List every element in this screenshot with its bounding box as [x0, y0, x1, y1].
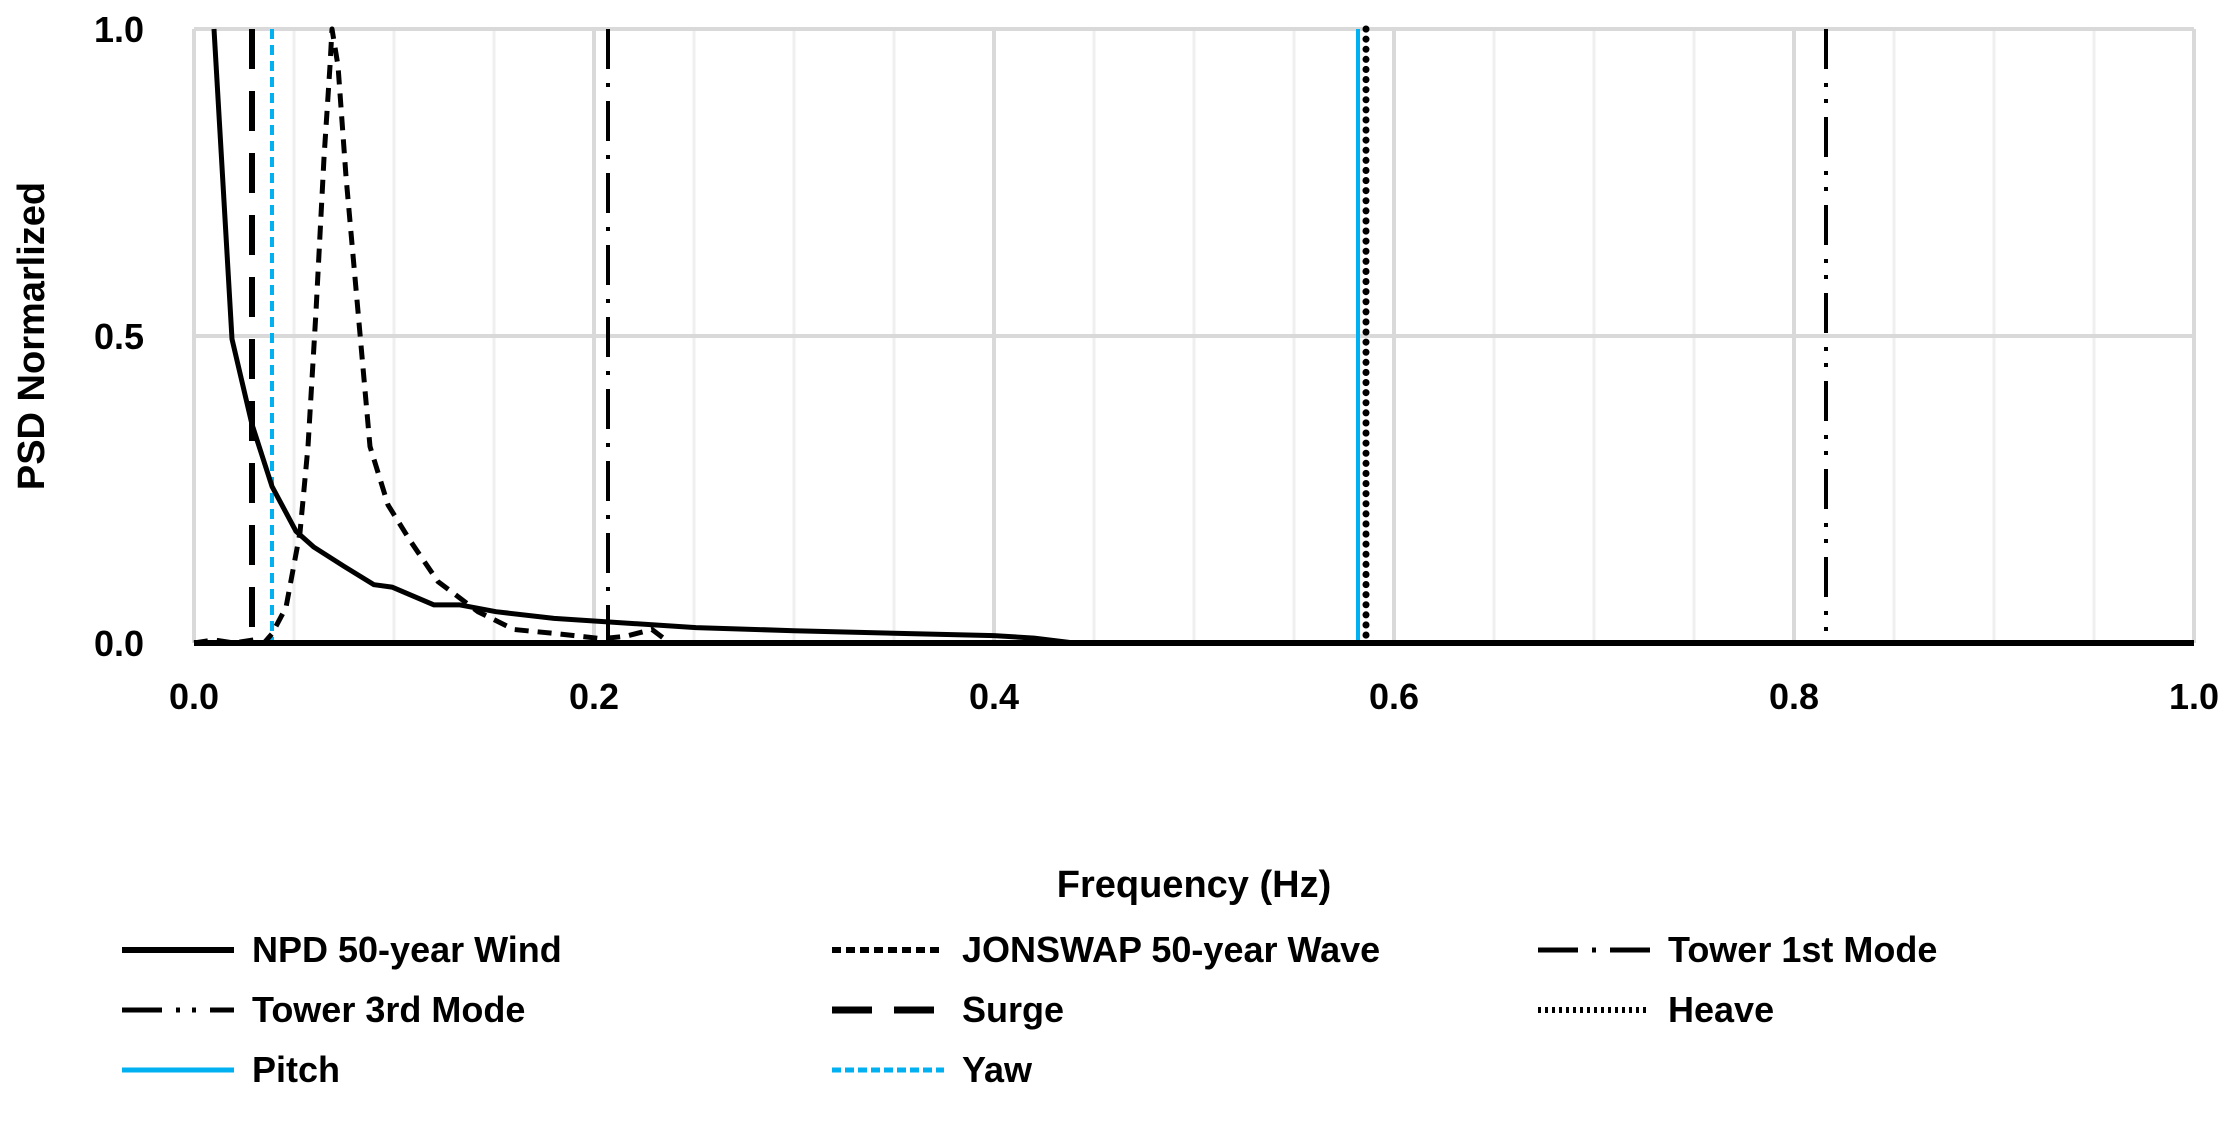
legend-item: Tower 1st Mode [1538, 929, 1937, 970]
legend-label: Tower 1st Mode [1668, 929, 1937, 970]
legend-item: Heave [1538, 989, 1774, 1030]
legend-label: Pitch [252, 1049, 340, 1090]
grid [192, 27, 2196, 643]
legend-item: Surge [832, 989, 1064, 1030]
y-tick-labels: 0.0 0.5 1.0 [94, 9, 144, 664]
x-tick-labels: 0.0 0.2 0.4 0.6 0.8 1.0 [169, 676, 2219, 717]
x-tick-label: 0.0 [169, 676, 219, 717]
x-tick-label: 1.0 [2169, 676, 2219, 717]
legend-item: Yaw [832, 1049, 1033, 1090]
x-tick-label: 0.8 [1769, 676, 1819, 717]
legend-label: NPD 50-year Wind [252, 929, 562, 970]
x-axis-title: Frequency (Hz) [1057, 864, 1331, 906]
series-jonswap-50-year-wave [193, 26, 2194, 646]
y-tick-label: 0.5 [94, 316, 144, 357]
x-tick-label: 0.6 [1369, 676, 1419, 717]
legend-item: Pitch [122, 1049, 340, 1090]
x-tick-label: 0.4 [969, 676, 1019, 717]
y-tick-label: 1.0 [94, 9, 144, 50]
x-tick-label: 0.2 [569, 676, 619, 717]
legend-item: Tower 3rd Mode [122, 989, 525, 1030]
legend-item: JONSWAP 50-year Wave [832, 929, 1380, 970]
legend-item: NPD 50-year Wind [122, 929, 562, 970]
y-axis-title: PSD Normarlized [11, 182, 53, 490]
legend-label: Surge [962, 989, 1064, 1030]
y-tick-label: 0.0 [94, 623, 144, 664]
series-layer [193, 25, 2194, 647]
legend-label: Heave [1668, 989, 1774, 1030]
legend-label: Tower 3rd Mode [252, 989, 525, 1030]
legend-label: JONSWAP 50-year Wave [962, 929, 1380, 970]
legend: NPD 50-year Wind JONSWAP 50-year Wave Towe… [122, 929, 1937, 1090]
legend-label: Yaw [962, 1049, 1033, 1090]
